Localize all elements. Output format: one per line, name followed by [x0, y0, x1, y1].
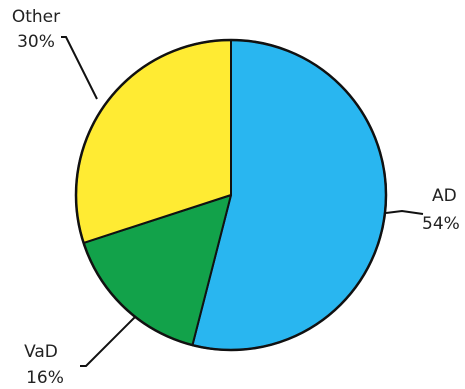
slice-label-vad: VaD: [24, 342, 58, 362]
slice-percent-ad: 54%: [422, 214, 460, 234]
slice-percent-vad: 16%: [26, 368, 64, 388]
slice-label-ad: AD: [432, 186, 457, 206]
slice-labels: AD 54% VaD 16% Other 30%: [12, 7, 460, 388]
slice-percent-other: 30%: [17, 32, 55, 52]
leader-line-ad: [385, 209, 424, 215]
leader-line-other: [61, 36, 98, 100]
pie-slices: [75, 39, 387, 351]
leader-line-vad: [80, 316, 136, 367]
slice-label-other: Other: [12, 7, 60, 27]
leader-lines: [61, 36, 424, 367]
pie-outline: [74, 38, 388, 352]
